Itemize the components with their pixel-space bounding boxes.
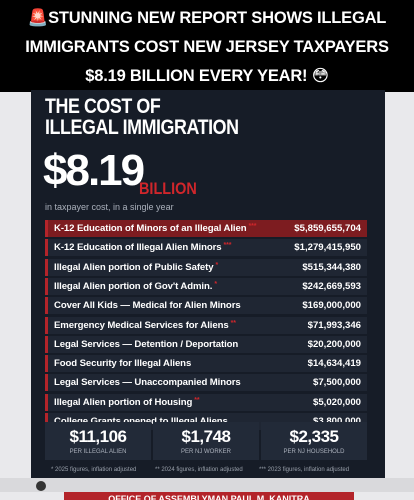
row-label-text: Food Security for Illegal Aliens: [54, 358, 192, 370]
cost-row: K-12 Education of Minors of an Illegal A…: [45, 220, 367, 237]
row-amount: $20,200,000: [307, 338, 361, 350]
title: THE COST OF: [45, 95, 161, 118]
cost-row: K-12 Education of Illegal Alien Minors **…: [45, 239, 367, 257]
row-note: ***: [248, 223, 257, 230]
total-unit: BILLION: [139, 179, 197, 198]
cost-row: Illegal Alien portion of Gov't Admin. * $2…: [45, 277, 367, 295]
row-label-text: Legal Services — Unaccompanied Minors: [54, 377, 241, 389]
stat-label: PER ILLEGAL ALIEN: [69, 449, 127, 455]
row-label: Illegal Alien portion of Public Safety *: [54, 262, 218, 273]
row-amount: $71,993,346: [307, 319, 361, 331]
row-label-text: Emergency Medical Services for Aliens: [54, 319, 229, 331]
stat-box: $11,106 PER ILLEGAL ALIEN: [45, 422, 151, 460]
row-amount: $3,800,000: [313, 416, 361, 427]
post-header: 🚨STUNNING NEW REPORT SHOWS ILLEGAL IMMIG…: [0, 0, 414, 92]
cost-row: Cover All Kids — Medical for Alien Minor…: [45, 297, 367, 315]
row-amount: $5,020,000: [312, 396, 361, 408]
row-amount: $5,859,655,704: [294, 223, 361, 234]
row-label: K-12 Education of Illegal Alien Minors **…: [54, 242, 231, 253]
row-note: **: [230, 319, 236, 327]
row-label: Food Security for Illegal Aliens: [54, 358, 191, 369]
row-label-text: Legal Services — Detention / Deportation: [54, 338, 239, 350]
row-amount: $242,669,593: [302, 280, 361, 292]
row-label: Legal Services — Detention / Deportation: [54, 339, 238, 350]
title: ILLEGAL IMMIGRATION: [45, 116, 239, 139]
row-note: *: [214, 280, 217, 288]
row-label-text: Illegal Alien portion of Public Safety: [54, 261, 214, 273]
stat-label: PER NJ WORKER: [180, 449, 231, 455]
row-label: Legal Services — Unaccompanied Minors: [54, 377, 241, 388]
footnote: * 2025 figures, inflation adjusted: [51, 467, 137, 473]
avatar[interactable]: [36, 481, 46, 491]
footnote: *** 2023 figures, inflation adjusted: [259, 467, 350, 473]
row-label-text: K-12 Education of Minors of an Illegal A…: [54, 223, 247, 234]
row-label-text: College Grants opened to Illegal Aliens: [54, 416, 228, 427]
total: $8.19: [43, 146, 145, 195]
subtitle: in taxpayer cost, in a single year: [45, 202, 174, 212]
stat-value: $11,106: [69, 427, 127, 446]
row-amount: $515,344,380: [302, 261, 361, 273]
row-amount: $169,000,000: [302, 300, 361, 312]
row-label-text: Illegal Alien portion of Gov't Admin.: [54, 280, 213, 292]
row-label: Cover All Kids — Medical for Alien Minor…: [54, 300, 241, 311]
cost-row: Food Security for Illegal Aliens $14,634,…: [45, 355, 367, 373]
row-amount: $7,500,000: [312, 377, 361, 389]
row-amount: $14,634,419: [307, 358, 361, 370]
row-label-text: Illegal Alien portion of Housing: [54, 396, 193, 408]
row-label: Illegal Alien portion of Gov't Admin. *: [54, 281, 217, 292]
infographic: THE COST OF ILLEGAL IMMIGRATION $8.19 BI…: [31, 90, 385, 478]
row-note: ***: [223, 242, 232, 250]
cost-row: Illegal Alien portion of Housing ** $5,020…: [45, 393, 367, 411]
cost-row: Emergency Medical Services for Aliens ** $…: [45, 316, 367, 334]
row-label-text: K-12 Education of Illegal Alien Minors: [54, 242, 222, 254]
row-amount: $1,279,415,950: [294, 242, 361, 254]
stat-value: $2,335: [289, 427, 340, 446]
stat-box: $1,748 PER NJ WORKER: [153, 422, 259, 460]
toolbar: [0, 478, 414, 492]
stat-box: $2,335 PER NJ HOUSEHOLD: [261, 422, 367, 460]
row-label-text: Cover All Kids — Medical for Alien Minor…: [54, 300, 241, 312]
row-label: Illegal Alien portion of Housing **: [54, 396, 200, 408]
stat-value: $1,748: [181, 427, 232, 446]
row-label: Emergency Medical Services for Aliens **: [54, 320, 236, 331]
cost-row: Legal Services — Unaccompanied Minors $7,…: [45, 374, 367, 392]
cost-row: Legal Services — Detention / Deportation…: [45, 335, 367, 353]
footnote: ** 2024 figures, inflation adjusted: [155, 467, 243, 473]
row-label: College Grants opened to Illegal Aliens: [54, 416, 228, 427]
row-note: *: [215, 261, 219, 269]
footer-banner: OFFICE OF ASSEMBLYMAN PAUL M. KANITRA: [64, 492, 354, 500]
stat-label: PER NJ HOUSEHOLD: [283, 449, 345, 455]
headline: 🚨STUNNING NEW REPORT SHOWS ILLEGAL IMMIG…: [25, 9, 389, 85]
cost-row: Illegal Alien portion of Public Safety * $…: [45, 258, 367, 276]
row-note: **: [194, 396, 200, 404]
row-label: K-12 Education of Minors of an Illegal A…: [54, 223, 256, 234]
